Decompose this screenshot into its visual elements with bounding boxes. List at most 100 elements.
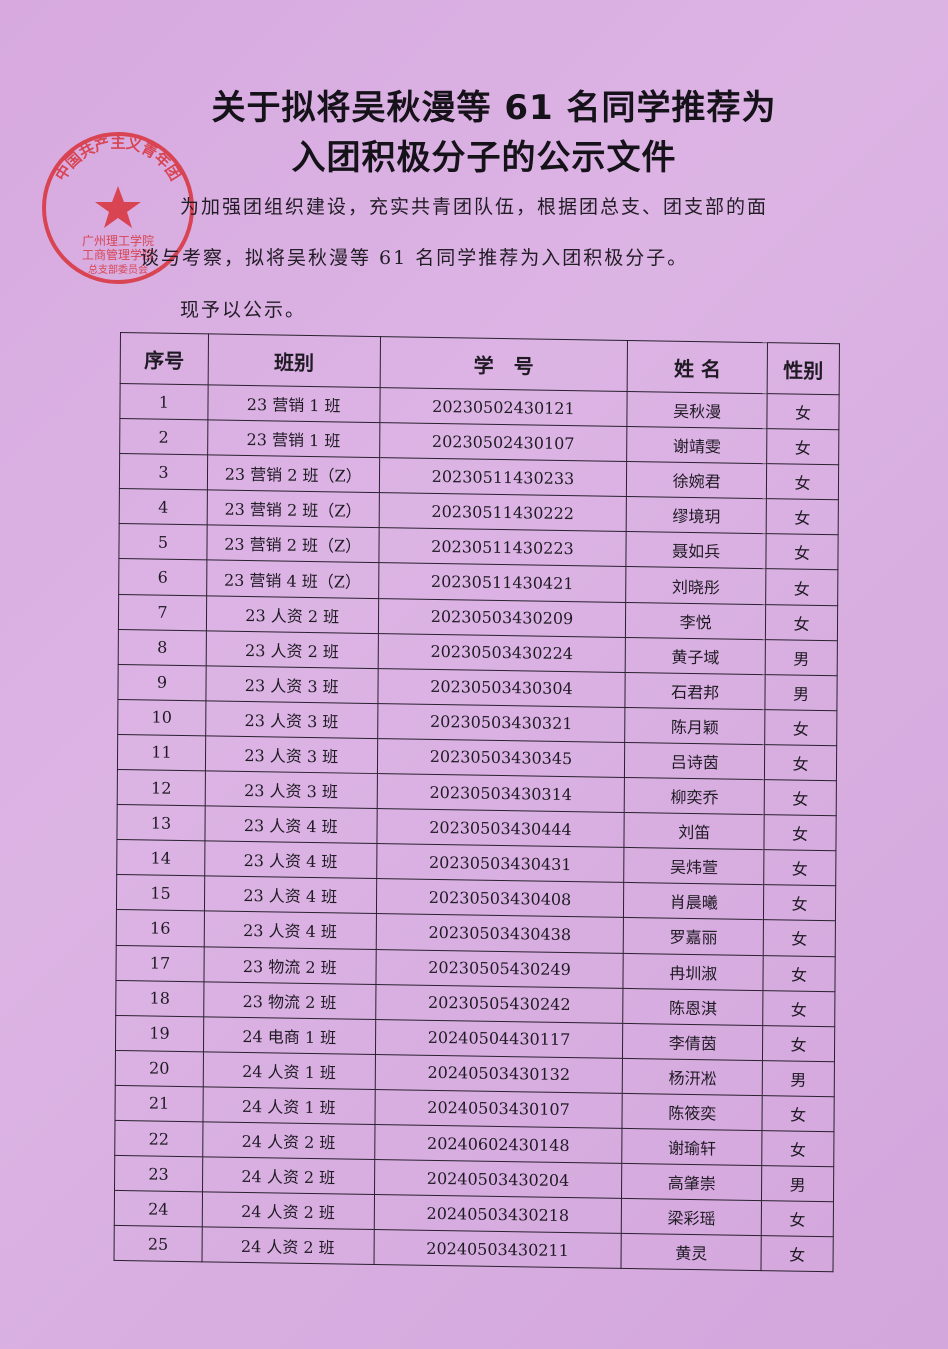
cell-index: 18 (115, 980, 204, 1017)
cell-name: 罗嘉丽 (623, 917, 764, 956)
cell-student-id: 20240503430107 (374, 1089, 623, 1129)
cell-student-id: 20240504430117 (375, 1019, 624, 1059)
cell-class: 23 人资 4 班 (204, 876, 377, 914)
cell-class: 24 电商 1 班 (203, 1016, 376, 1055)
cell-student-id: 20230503430304 (377, 668, 626, 708)
cell-class: 24 人资 2 班 (202, 1156, 375, 1195)
cell-gender: 女 (763, 920, 836, 957)
cell-name: 陈恩淇 (623, 988, 764, 1026)
cell-index: 4 (119, 488, 208, 526)
cell-class: 23 营销 2 班（Z） (207, 455, 380, 493)
cell-student-id: 20240602430148 (374, 1124, 623, 1164)
cell-class: 23 人资 4 班 (204, 911, 377, 950)
cell-index: 22 (114, 1120, 203, 1157)
cell-name: 李悦 (625, 602, 766, 640)
cell-name: 徐婉君 (626, 461, 767, 499)
cell-name: 梁彩瑶 (621, 1198, 762, 1236)
cell-name: 石君邦 (625, 672, 766, 710)
cell-gender: 女 (766, 498, 839, 536)
cell-class: 24 人资 1 班 (203, 1051, 376, 1090)
cell-gender: 女 (761, 1235, 834, 1273)
cell-gender: 女 (764, 709, 837, 746)
cell-name: 吴炜萱 (624, 847, 765, 885)
official-seal-stamp: 中国共产主义青年团 广州理工学院 工商管理学院 总支部委员会 (42, 132, 194, 284)
cell-student-id: 20230503430321 (377, 703, 626, 743)
header-column-index: 序号 (120, 332, 209, 385)
cell-student-id: 20230511430421 (378, 563, 627, 603)
cell-index: 25 (114, 1225, 203, 1263)
cell-gender: 男 (764, 674, 838, 711)
cell-name: 陈筱奕 (622, 1093, 763, 1131)
cell-class: 23 营销 2 班（Z） (206, 525, 379, 564)
cell-index: 1 (119, 383, 208, 420)
svg-text:中国共产主义青年团: 中国共产主义青年团 (52, 134, 185, 184)
cell-class: 23 物流 2 班 (203, 981, 376, 1020)
cell-class: 23 物流 2 班 (203, 946, 376, 985)
cell-student-id: 20230502430107 (379, 422, 628, 462)
cell-student-id: 20230511430233 (378, 457, 627, 497)
cell-name: 柳奕乔 (624, 777, 765, 815)
cell-student-id: 20230503430438 (375, 913, 624, 953)
cell-class: 23 人资 2 班 (206, 595, 379, 634)
cell-student-id: 20230511430223 (378, 527, 627, 567)
document-title-line2: 入团积极分子的公示文件 (291, 138, 677, 178)
cell-index: 23 (114, 1155, 203, 1192)
cell-gender: 女 (763, 955, 836, 992)
cell-gender: 女 (764, 814, 837, 851)
cell-gender: 女 (763, 849, 836, 887)
cell-name: 李倩茵 (622, 1023, 763, 1061)
cell-index: 24 (114, 1190, 203, 1228)
cell-name: 黄子域 (625, 637, 766, 675)
body-paragraph-line3: 现予以公示。 (180, 299, 307, 321)
header-column-class: 班别 (207, 333, 381, 388)
cell-index: 16 (116, 909, 205, 947)
cell-name: 陈月颖 (625, 707, 765, 745)
svg-text:总支部委员会: 总支部委员会 (88, 263, 148, 276)
cell-gender: 女 (764, 779, 837, 816)
cell-student-id: 20230503430431 (376, 843, 625, 883)
cell-index: 17 (115, 944, 205, 982)
cell-name: 吴秋漫 (627, 391, 768, 429)
cell-gender: 女 (761, 1130, 834, 1167)
cell-name: 谢靖雯 (626, 426, 767, 464)
cell-name: 黄灵 (621, 1233, 762, 1271)
cell-index: 7 (118, 594, 207, 631)
cell-student-id: 20230505430242 (375, 984, 624, 1024)
cell-gender: 女 (765, 604, 838, 641)
cell-class: 23 人资 3 班 (205, 700, 378, 739)
cell-student-id: 20240503430211 (373, 1229, 622, 1269)
cell-index: 19 (115, 1015, 204, 1052)
cell-gender: 女 (762, 1025, 835, 1062)
cell-student-id: 20240503430132 (374, 1054, 623, 1094)
cell-class: 24 人资 2 班 (201, 1227, 374, 1265)
cell-index: 21 (114, 1085, 204, 1122)
cell-student-id: 20230502430121 (379, 387, 628, 427)
cell-gender: 女 (764, 744, 837, 781)
cell-student-id: 20240503430204 (374, 1159, 623, 1199)
cell-student-id: 20230505430249 (375, 949, 624, 989)
cell-class: 23 营销 2 班（Z） (207, 490, 379, 528)
cell-gender: 女 (762, 990, 835, 1027)
cell-class: 23 营销 1 班 (207, 419, 380, 458)
cell-gender: 男 (765, 639, 838, 676)
cell-index: 12 (117, 769, 206, 806)
svg-text:工商管理学院: 工商管理学院 (82, 247, 154, 262)
cell-index: 11 (117, 734, 206, 771)
svg-text:广州理工学院: 广州理工学院 (82, 233, 154, 248)
cell-index: 8 (118, 629, 207, 666)
cell-gender: 女 (766, 393, 840, 430)
header-column-gender: 性别 (767, 342, 840, 395)
cell-name: 谢瑜轩 (622, 1128, 763, 1166)
cell-student-id: 20230503430314 (376, 773, 625, 813)
cell-index: 6 (118, 558, 207, 596)
cell-student-id: 20230503430345 (377, 738, 626, 778)
cell-name: 肖晨曦 (623, 882, 764, 921)
cell-class: 23 人资 4 班 (204, 841, 377, 879)
cell-name: 杨汧凇 (622, 1058, 763, 1096)
cell-class: 23 人资 3 班 (205, 735, 378, 774)
cell-index: 2 (119, 418, 208, 456)
cell-gender: 男 (762, 1060, 835, 1097)
cell-class: 23 人资 2 班 (206, 630, 378, 669)
cell-name: 刘晓彤 (625, 566, 766, 605)
cell-class: 23 人资 3 班 (205, 665, 378, 704)
